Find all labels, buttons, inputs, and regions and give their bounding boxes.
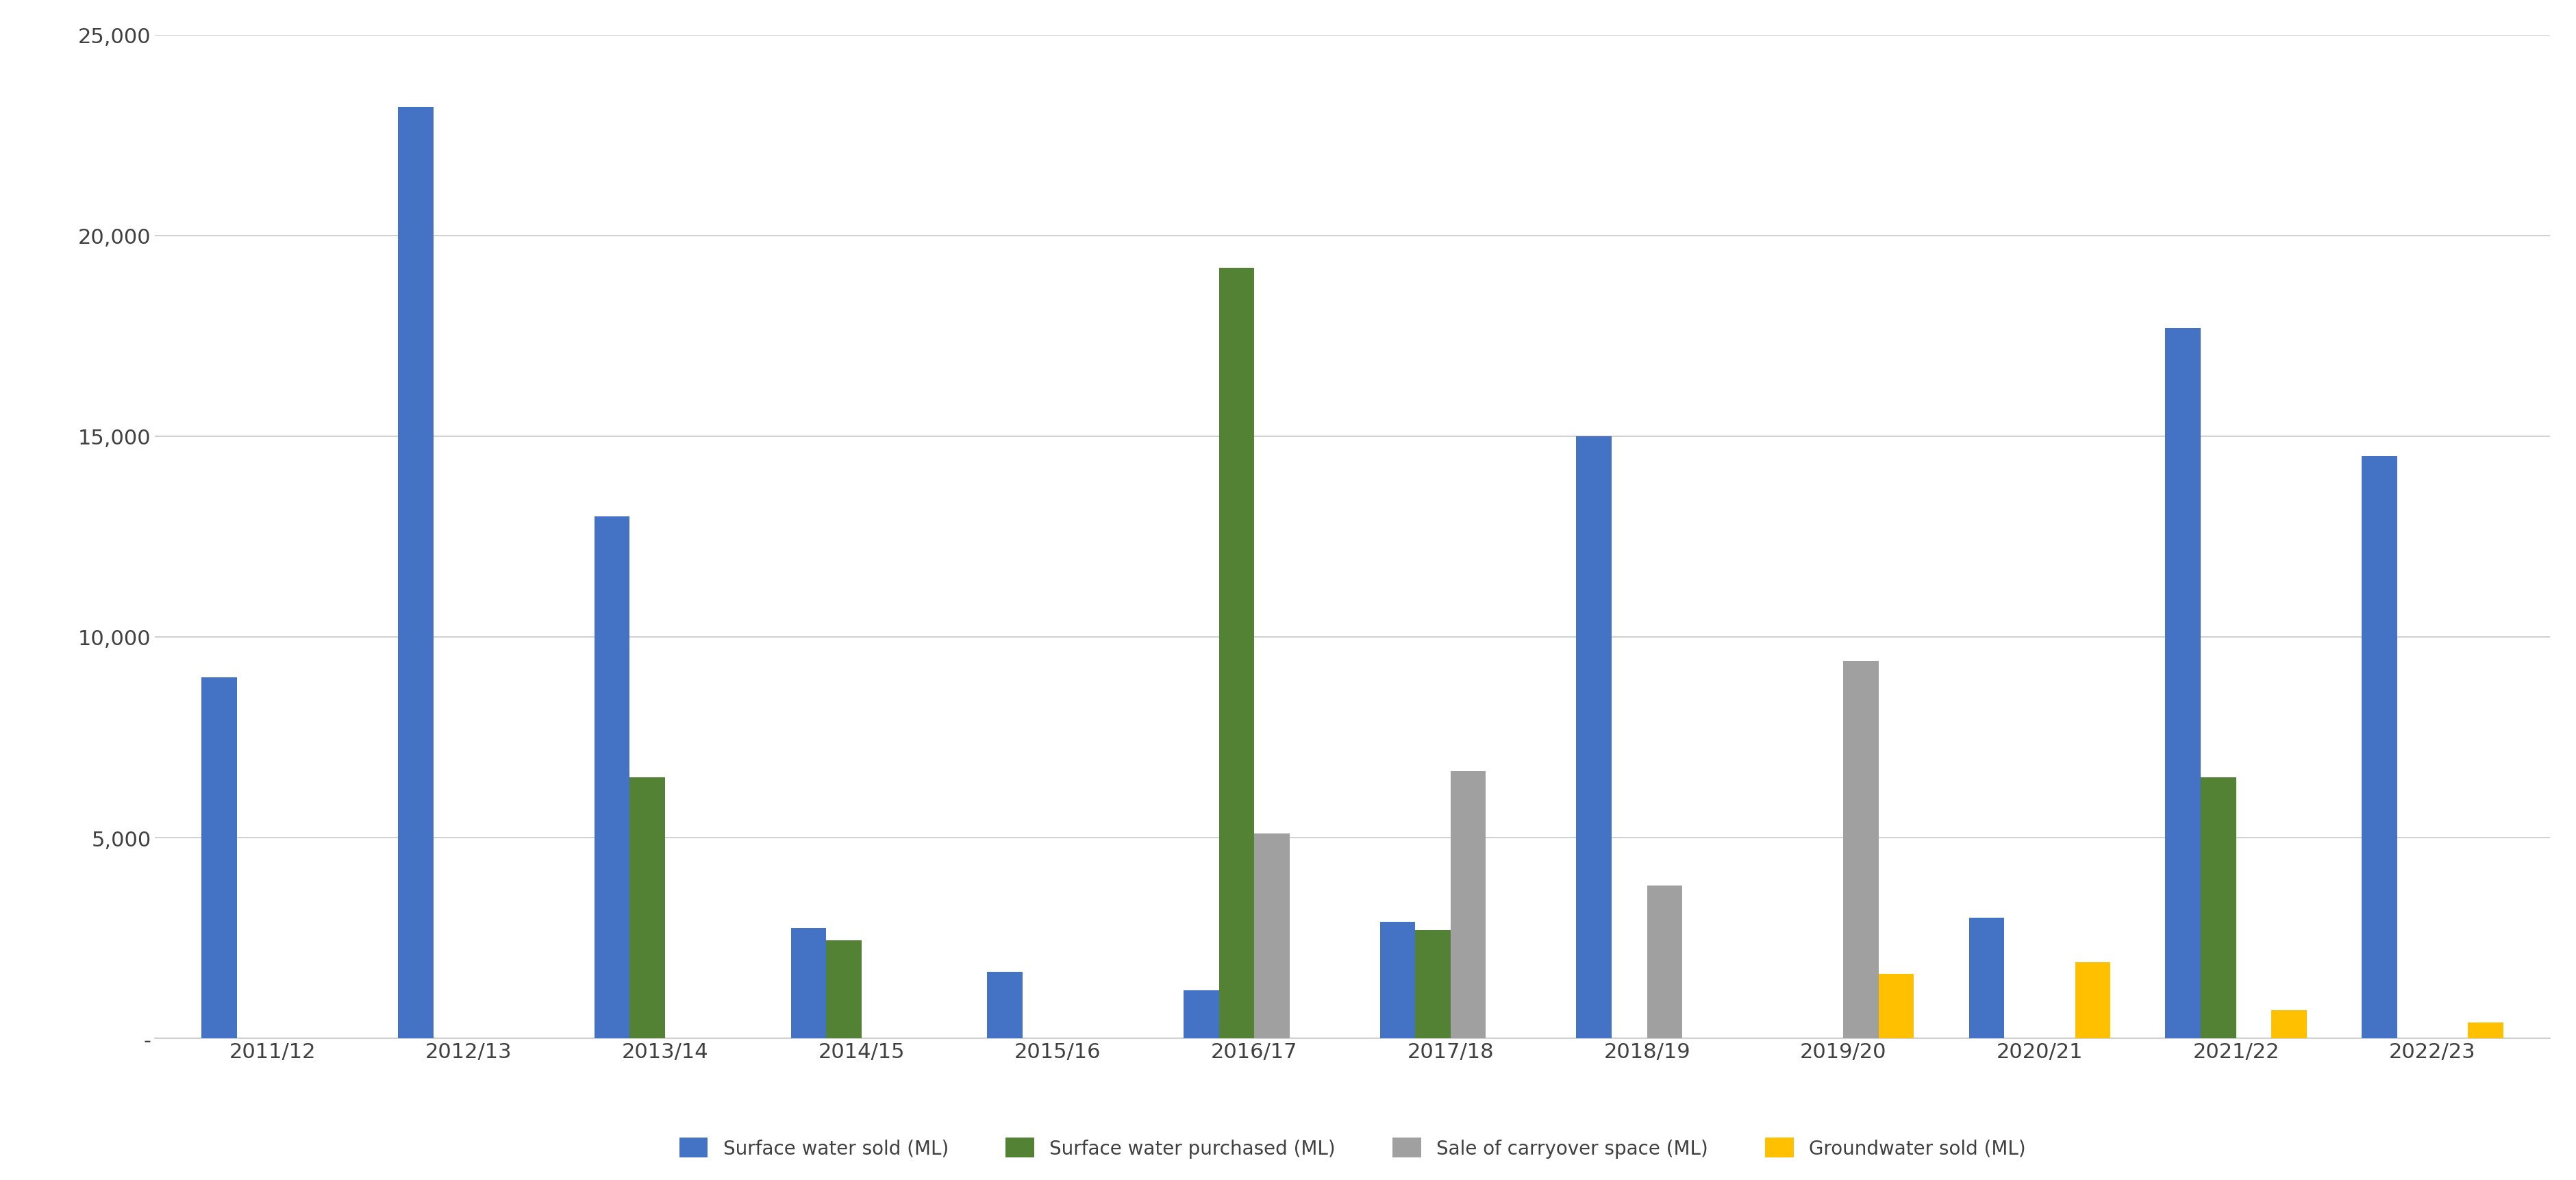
- Bar: [2166, 328, 2200, 1038]
- Bar: [2362, 457, 2398, 1038]
- Bar: [1646, 886, 1682, 1038]
- Bar: [1381, 922, 1414, 1038]
- Bar: [1844, 661, 1878, 1038]
- Bar: [987, 972, 1023, 1038]
- Bar: [2468, 1022, 2504, 1038]
- Bar: [1968, 918, 2004, 1038]
- Bar: [1878, 975, 1914, 1038]
- Bar: [1577, 437, 1613, 1038]
- Bar: [791, 927, 827, 1038]
- Bar: [201, 677, 237, 1038]
- Bar: [827, 940, 860, 1038]
- Bar: [595, 517, 629, 1038]
- Bar: [2076, 962, 2110, 1038]
- Legend: Surface water sold (ML), Surface water purchased (ML), Sale of carryover space (: Surface water sold (ML), Surface water p…: [670, 1128, 2035, 1167]
- Bar: [1218, 268, 1255, 1038]
- Bar: [399, 107, 433, 1038]
- Bar: [2272, 1010, 2306, 1038]
- Bar: [2200, 778, 2236, 1038]
- Bar: [1414, 930, 1450, 1038]
- Bar: [1255, 834, 1291, 1038]
- Bar: [629, 778, 665, 1038]
- Bar: [1450, 772, 1486, 1038]
- Bar: [1182, 990, 1218, 1038]
